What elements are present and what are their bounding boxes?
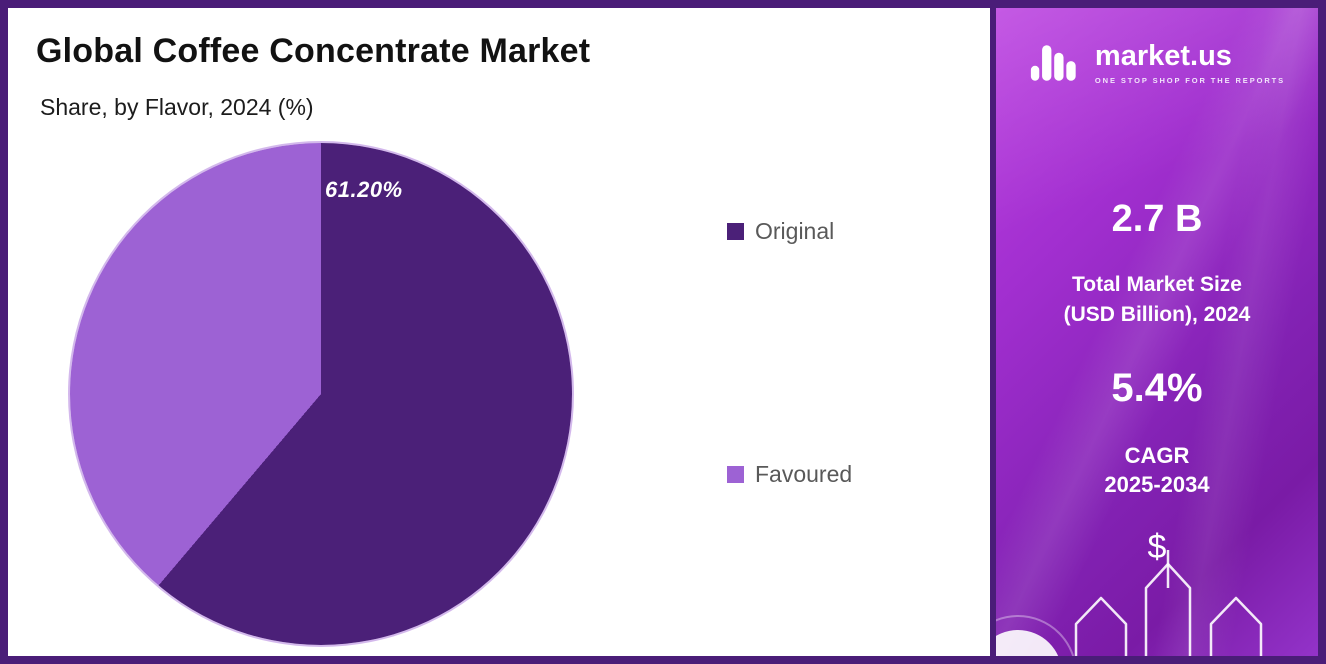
cagr-label: CAGR xyxy=(1124,443,1190,468)
marketus-logo-icon xyxy=(1030,45,1076,81)
chart-section: Global Coffee Concentrate Market Share, … xyxy=(8,8,990,656)
cagr-label-block: CAGR 2025-2034 xyxy=(996,442,1318,499)
market-size-label: Total Market Size (USD Billion), 2024 xyxy=(996,270,1318,330)
market-size-label-line2: (USD Billion), 2024 xyxy=(1063,302,1251,326)
legend-swatch-original-icon xyxy=(727,223,744,240)
legend-item-original: Original xyxy=(727,218,834,245)
pie-chart: 61.20% xyxy=(70,143,572,645)
cagr-value: 5.4% xyxy=(1111,366,1203,410)
logo-text: market.us xyxy=(1094,39,1232,72)
legend-label-favoured: Favoured xyxy=(755,461,853,487)
growth-arrows-icon xyxy=(996,550,1263,656)
legend-label-original: Original xyxy=(755,218,835,244)
logo-tagline: ONE STOP SHOP FOR THE REPORTS xyxy=(1094,75,1286,85)
pie-slice-label: 61.20% xyxy=(325,177,403,202)
logo-text-block: market.us ONE STOP SHOP FOR THE REPORTS xyxy=(1094,39,1286,85)
cagr-period: 2025-2034 xyxy=(1104,471,1210,497)
info-panel: market.us ONE STOP SHOP FOR THE REPORTS … xyxy=(990,8,1318,656)
market-size-value: 2.7 B xyxy=(1111,198,1203,240)
market-size-label-line1: Total Market Size xyxy=(1072,273,1242,296)
marketus-logo: market.us ONE STOP SHOP FOR THE REPORTS xyxy=(996,40,1318,86)
dollar-icon: $ xyxy=(1147,528,1167,566)
legend-item-favoured: Favoured xyxy=(727,461,852,488)
legend-swatch-favoured-icon xyxy=(727,466,744,483)
chart-subtitle: Share, by Flavor, 2024 (%) xyxy=(40,94,314,120)
chart-title: Global Coffee Concentrate Market xyxy=(36,32,591,70)
